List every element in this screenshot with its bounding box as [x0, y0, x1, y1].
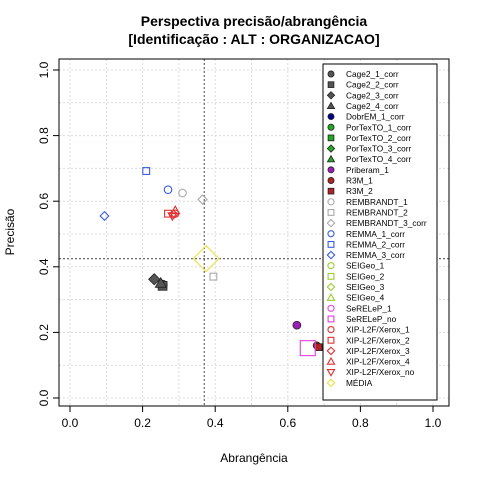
- legend-symbol-seigeo-4: [326, 292, 336, 301]
- point-remma-2-corr: [142, 167, 151, 175]
- y-tick-label: 0.8: [37, 127, 51, 144]
- legend-symbol-portexto-2-corr: [327, 134, 335, 142]
- legend-symbol-portexto-4-corr: [326, 154, 336, 163]
- legend-symbol-r3m-2: [327, 187, 335, 195]
- legend: Cage2_1_corrCage2_2_corrCage2_3_corrCage…: [322, 63, 438, 401]
- point-r3m-2: [314, 343, 323, 351]
- legend-label-remma-3-corr: REMMA_3_corr: [346, 250, 405, 260]
- legend-label-r3m-2: R3M_2: [346, 186, 373, 196]
- legend-symbol-rembrandt-1: [327, 198, 335, 206]
- legend-label-cage2-1-corr: Cage2_1_corr: [346, 69, 399, 79]
- legend-label-seigeo-4: SEIGeo_4: [346, 293, 385, 303]
- legend-symbol-cage2-3-corr: [326, 91, 336, 100]
- x-tick-label: 0.4: [207, 416, 224, 430]
- legend-symbol-xip-l2f-xerox-1: [327, 325, 335, 334]
- x-tick-label: 1.0: [425, 416, 442, 430]
- point-xip-l2f-xerox-no: [167, 212, 178, 222]
- legend-symbol-serelep-1: [327, 304, 335, 312]
- point-xip-l2f-xerox-4: [170, 205, 181, 215]
- legend-label-remma-1-corr: REMMA_1_corr: [346, 229, 405, 239]
- legend-label-portexto-3-corr: PorTexTO_3_corr: [346, 144, 412, 154]
- y-tick-label: 0.2: [37, 324, 51, 341]
- legend-label-remma-2-corr: REMMA_2_corr: [346, 239, 405, 249]
- point-m-dia: [192, 244, 220, 273]
- legend-symbol-xip-l2f-xerox-4: [326, 356, 336, 365]
- legend-label-xip-l2f-xerox-no: XIP-L2F/Xerox_no: [346, 367, 415, 377]
- legend-label-serelep-1: SeRELeP_1: [346, 303, 392, 313]
- legend-label-portexto-4-corr: PorTexTO_4_corr: [346, 154, 412, 164]
- legend-symbol-priberam-1: [327, 166, 335, 174]
- legend-label-dobrem-1-corr: DobrEM_1_corr: [346, 112, 405, 122]
- point-priberam-1: [292, 320, 302, 330]
- legend-symbol-remma-2-corr: [327, 240, 335, 248]
- legend-label-cage2-2-corr: Cage2_2_corr: [346, 80, 399, 90]
- legend-label-seigeo-2: SEIGeo_2: [346, 271, 385, 281]
- legend-symbol-portexto-3-corr: [326, 144, 336, 153]
- point-cage2-3-corr: [148, 273, 161, 286]
- x-tick-label: 0.6: [279, 416, 296, 430]
- y-tick-label: 0.4: [37, 258, 51, 275]
- chart-subtitle: [Identificação : ALT : ORGANIZACAO]: [128, 31, 379, 47]
- point-rembrandt-2: [209, 272, 218, 281]
- y-tick-label: 1.0: [37, 61, 51, 78]
- legend-symbol-seigeo-1: [327, 262, 335, 270]
- point-serelep-no: [299, 340, 316, 357]
- legend-symbol-cage2-4-corr: [326, 101, 336, 110]
- point-remma-1-corr: [163, 185, 173, 195]
- legend-symbol-portexto-1-corr: [327, 123, 335, 131]
- legend-symbol-dobrem-1-corr: [327, 113, 335, 121]
- point-rembrandt-1: [178, 188, 187, 198]
- legend-label-m-dia: MÉDIA: [346, 378, 373, 388]
- legend-label-xip-l2f-xerox-2: XIP-L2F/Xerox_2: [346, 335, 410, 345]
- data-points: [99, 167, 323, 357]
- legend-symbol-cage2-2-corr: [327, 81, 335, 88]
- legend-label-portexto-1-corr: PorTexTO_1_corr: [346, 122, 412, 132]
- y-axis-label: Precisão: [3, 208, 17, 255]
- legend-symbol-m-dia: [326, 378, 336, 388]
- x-axis: 0.0 0.2 0.4 0.6 0.8 1.0: [62, 406, 442, 430]
- point-cage2-4-corr: [154, 276, 167, 288]
- legend-label-rembrandt-1: REMBRANDT_1: [346, 197, 408, 207]
- x-tick-label: 0.0: [62, 416, 79, 430]
- legend-symbol-remma-3-corr: [326, 250, 336, 260]
- point-remma-3-corr: [99, 210, 110, 222]
- x-tick-label: 0.2: [134, 416, 151, 430]
- legend-symbol-xip-l2f-xerox-2: [327, 336, 335, 344]
- chart-title: Perspectiva precisão/abrangência: [141, 13, 368, 29]
- legend-symbol-serelep-no: [327, 315, 335, 323]
- legend-label-seigeo-3: SEIGeo_3: [346, 282, 385, 292]
- legend-label-rembrandt-3-corr: REMBRANDT_3_corr: [346, 218, 427, 228]
- legend-label-rembrandt-2: REMBRANDT_2: [346, 207, 408, 217]
- legend-label-serelep-no: SeRELeP_no: [346, 314, 397, 324]
- legend-label-cage2-4-corr: Cage2_4_corr: [346, 101, 399, 111]
- y-tick-label: 0.6: [37, 193, 51, 210]
- legend-symbol-r3m-1: [327, 177, 335, 184]
- legend-label-portexto-2-corr: PorTexTO_2_corr: [346, 133, 412, 143]
- legend-label-r3m-1: R3M_1: [346, 176, 373, 186]
- legend-symbol-seigeo-3: [326, 282, 336, 292]
- legend-box: [322, 63, 438, 401]
- legend-symbol-rembrandt-3-corr: [326, 218, 336, 228]
- x-tick-label: 0.8: [352, 416, 369, 430]
- legend-symbol-xip-l2f-xerox-no: [326, 368, 336, 377]
- y-tick-label: 0.0: [37, 389, 51, 406]
- legend-label-xip-l2f-xerox-3: XIP-L2F/Xerox_3: [346, 346, 410, 356]
- legend-label-xip-l2f-xerox-4: XIP-L2F/Xerox_4: [346, 357, 410, 367]
- legend-symbol-seigeo-2: [327, 272, 335, 280]
- legend-symbol-rembrandt-2: [327, 209, 335, 216]
- legend-symbol-cage2-1-corr: [327, 70, 335, 78]
- legend-label-seigeo-1: SEIGeo_1: [346, 261, 385, 271]
- legend-label-cage2-3-corr: Cage2_3_corr: [346, 90, 399, 100]
- point-rembrandt-3-corr: [197, 194, 208, 205]
- plot-frame: [58, 58, 450, 407]
- legend-label-priberam-1: Priberam_1: [346, 165, 389, 175]
- x-axis-label: Abrangência: [220, 451, 288, 465]
- legend-symbol-xip-l2f-xerox-3: [326, 346, 336, 356]
- legend-label-xip-l2f-xerox-1: XIP-L2F/Xerox_1: [346, 325, 410, 335]
- y-axis: 0.0 0.2 0.4 0.6 0.8 1.0: [37, 61, 59, 406]
- legend-symbol-remma-1-corr: [327, 230, 335, 238]
